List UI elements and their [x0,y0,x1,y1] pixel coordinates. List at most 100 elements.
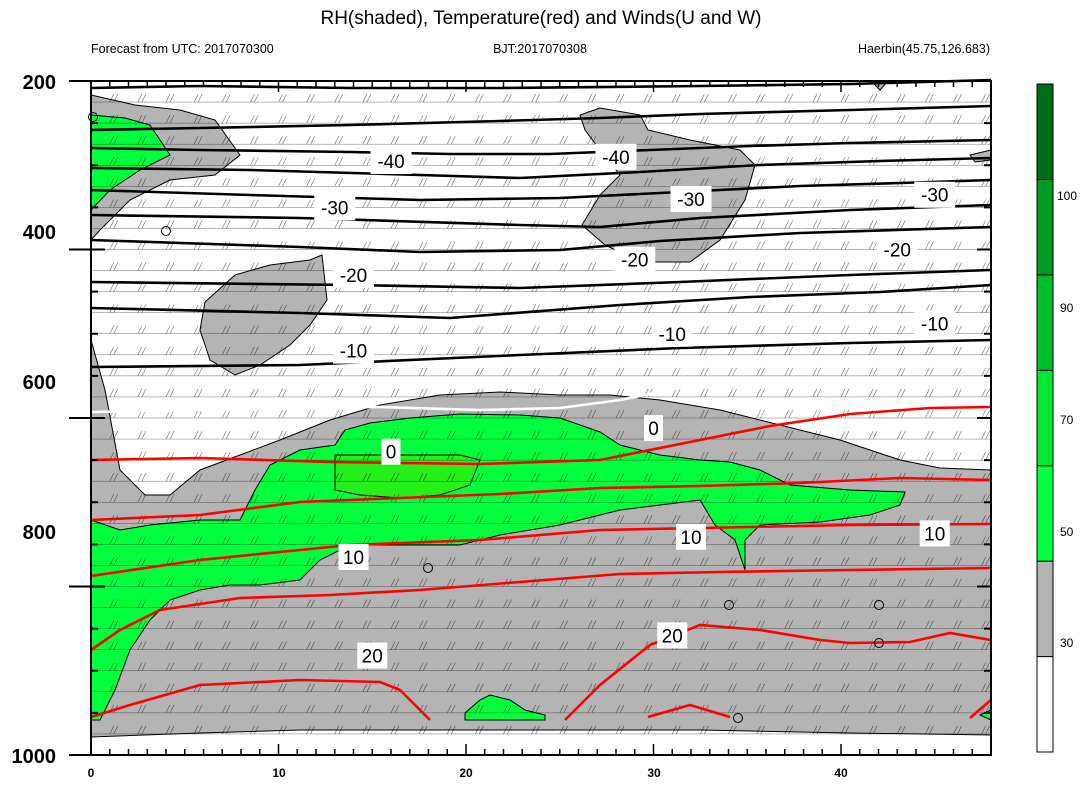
wind-barb [756,367,765,377]
wind-barb [109,683,119,692]
wind-barb [109,157,119,166]
colorbar-box [1036,656,1054,753]
wind-barb [559,473,569,482]
red-contour [564,623,992,721]
wind-barb [221,578,231,587]
y-tick-label: 800 [23,522,56,544]
wind-barb [784,346,794,355]
wind-barb [362,704,372,714]
wind-barb [671,157,681,166]
wind-barb [418,451,428,461]
wind-barb [868,662,878,671]
wind-barb [475,93,484,103]
wind-barb [531,662,540,671]
wind-barb [925,430,934,440]
wind-barb [896,578,906,587]
wind-barb [643,494,653,503]
wind-barb [446,599,456,608]
wind-barb [137,157,147,166]
wind-barb [784,641,794,650]
wind-barb [953,430,962,440]
wind-barb [728,136,737,145]
wind-barb [334,578,344,587]
wind-barb [475,325,484,334]
wind-barb [306,451,315,461]
wind-barb [390,199,400,208]
wind-barb [643,536,653,545]
wind-barb [643,473,653,482]
wind-barb [193,93,203,103]
wind-barb [587,157,597,166]
wind-barb [559,262,569,271]
wind-barb [306,346,315,355]
wind-barb [362,367,372,377]
wind-barb [615,325,625,334]
wind-barb [334,367,344,377]
zero-degree-contour [90,378,721,414]
wind-barb [334,536,344,545]
wind-barb [700,557,709,566]
wind-barb [475,157,484,166]
wind-barb [362,136,372,145]
wind-barb [953,599,962,608]
red-contour [90,566,992,652]
wind-barb [306,388,315,398]
wind-barb [475,241,484,250]
calm-marker [733,713,743,723]
wind-barb [193,346,203,355]
wind-barb [334,683,344,692]
wind-barb [390,578,400,587]
wind-barb [812,241,822,250]
wind-barb [896,599,906,608]
wind-barb [418,557,428,566]
wind-barb [503,409,512,419]
wind-barb [362,599,372,608]
wind-barb [896,620,906,629]
temperature-contour [90,338,992,369]
wind-barb [475,662,484,671]
wind-barb [700,241,709,250]
wind-barb [953,725,962,735]
wind-barb [700,220,709,229]
wind-barb [643,662,653,671]
colorbar-label: 90 [1060,301,1074,315]
wind-barb [700,683,709,692]
wind-barb [671,262,681,271]
wind-barb [531,620,540,629]
wind-barb [221,725,231,735]
wind-barb [137,367,147,377]
wind-barb [643,157,653,166]
wind-barb [221,388,231,398]
wind-barb [390,557,400,566]
wind-barb [390,662,400,671]
wind-barb [531,262,540,271]
wind-barb [503,725,512,735]
wind-barb [137,725,147,735]
temperature-contour [90,225,992,254]
wind-barb [193,704,203,714]
wind-barb [784,494,794,503]
wind-barb [137,346,147,355]
wind-barb [334,451,344,461]
wind-barb [334,136,344,145]
wind-barb [531,641,540,650]
wind-barb [165,388,175,398]
wind-barb [390,599,400,608]
wind-barb [868,114,878,124]
wind-barb [250,114,259,124]
wind-barb [362,451,372,461]
wind-barb [503,199,512,208]
wind-barb [390,704,400,714]
wind-barb [418,93,428,103]
wind-barb [475,473,484,482]
wind-barb [278,220,287,229]
wind-barb [193,262,203,271]
wind-barb [109,346,119,355]
wind-barb [587,683,597,692]
wind-barb [165,430,175,440]
wind-barb [531,325,540,334]
wind-barb [643,93,653,103]
temperature-contour [90,138,992,156]
wind-barb [587,451,597,461]
wind-barb [728,346,737,355]
